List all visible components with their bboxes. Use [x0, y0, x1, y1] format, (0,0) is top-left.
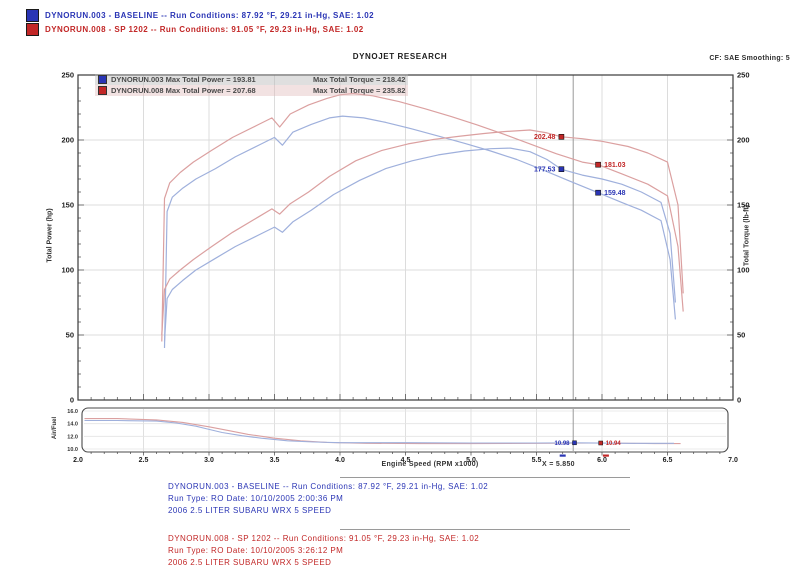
- svg-text:100: 100: [737, 266, 750, 275]
- run2-date: Run Type: RO Date: 10/10/2005 3:26:12 PM: [168, 546, 344, 555]
- left-axis-title: Total Power (hp): [46, 208, 54, 263]
- run2-details: DYNORUN.008 - SP 1202 -- Run Conditions:…: [168, 533, 479, 569]
- max-values-legend: DYNORUN.003 Max Total Power = 193.81 Max…: [95, 74, 409, 96]
- svg-text:150: 150: [737, 201, 750, 210]
- run2-color-swatch: [26, 22, 39, 36]
- run-legend-row-sp1202: DYNORUN.008 - SP 1202 -- Run Conditions:…: [26, 22, 374, 36]
- svg-text:200: 200: [737, 136, 750, 145]
- svg-text:100: 100: [61, 266, 74, 275]
- svg-text:7.0: 7.0: [728, 457, 738, 464]
- chart-title: DYNOJET RESEARCH: [352, 52, 448, 61]
- svg-text:177.53: 177.53: [534, 167, 556, 174]
- airfuel-axis-title: Air/Fuel: [52, 416, 58, 440]
- svg-text:159.48: 159.48: [604, 190, 626, 197]
- svg-text:250: 250: [61, 71, 74, 80]
- svg-text:50: 50: [66, 331, 74, 340]
- svg-text:10.0: 10.0: [67, 447, 78, 453]
- divider-run2: [340, 529, 630, 530]
- svg-text:2.0: 2.0: [73, 457, 83, 464]
- svg-text:4.0: 4.0: [335, 457, 345, 464]
- run1-max-power: DYNORUN.003 Max Total Power = 193.81: [111, 75, 256, 84]
- run1-max-torque: Max Total Torque = 218.42: [313, 75, 406, 84]
- svg-text:0: 0: [70, 396, 74, 405]
- correction-smoothing-label: CF: SAE Smoothing: 5: [709, 55, 790, 62]
- svg-text:2.5: 2.5: [139, 457, 149, 464]
- run1-vehicle: 2006 2.5 LITER SUBARU WRX 5 SPEED: [168, 506, 332, 515]
- svg-text:200: 200: [61, 136, 74, 145]
- divider-run1: [340, 477, 630, 478]
- svg-text:50: 50: [737, 331, 745, 340]
- run2-max-torque: Max Total Torque = 235.82: [313, 86, 406, 95]
- right-axis-title: Total Torque (lb-ft): [743, 204, 751, 267]
- run1-plot-swatch: [98, 75, 107, 84]
- svg-text:250: 250: [737, 71, 750, 80]
- svg-text:202.48: 202.48: [534, 134, 556, 141]
- run2-plot-swatch: [98, 86, 107, 95]
- svg-text:16.0: 16.0: [67, 409, 78, 415]
- svg-text:0: 0: [737, 396, 741, 405]
- svg-text:5.5: 5.5: [532, 457, 542, 464]
- svg-text:12.0: 12.0: [67, 434, 78, 440]
- run1-conditions: DYNORUN.003 - BASELINE -- Run Conditions…: [168, 482, 489, 491]
- svg-text:6.0: 6.0: [597, 457, 607, 464]
- svg-text:10.94: 10.94: [606, 441, 622, 447]
- run-legend: DYNORUN.003 - BASELINE -- Run Conditions…: [26, 8, 374, 36]
- run-legend-row-baseline: DYNORUN.003 - BASELINE -- Run Conditions…: [26, 8, 374, 22]
- svg-text:3.0: 3.0: [204, 457, 214, 464]
- svg-text:4.5: 4.5: [401, 457, 411, 464]
- svg-text:14.0: 14.0: [67, 422, 78, 428]
- run1-legend-label: DYNORUN.003 - BASELINE -- Run Conditions…: [45, 10, 374, 20]
- x-axis-title: Engine Speed (RPM x1000): [381, 461, 479, 468]
- run2-vehicle: 2006 2.5 LITER SUBARU WRX 5 SPEED: [168, 558, 332, 567]
- svg-text:181.03: 181.03: [604, 162, 626, 169]
- run2-legend-label: DYNORUN.008 - SP 1202 -- Run Conditions:…: [45, 24, 364, 34]
- svg-text:150: 150: [61, 201, 74, 210]
- run1-details: DYNORUN.003 - BASELINE -- Run Conditions…: [168, 481, 488, 517]
- svg-text:6.5: 6.5: [663, 457, 673, 464]
- max-values-row-run1[interactable]: DYNORUN.003 Max Total Power = 193.81 Max…: [95, 74, 409, 85]
- svg-text:5.0: 5.0: [466, 457, 476, 464]
- max-values-row-run2[interactable]: DYNORUN.008 Max Total Power = 207.68 Max…: [95, 85, 409, 96]
- svg-text:3.5: 3.5: [270, 457, 280, 464]
- svg-text:10.98: 10.98: [554, 441, 570, 447]
- run1-color-swatch: [26, 8, 39, 22]
- run2-max-power: DYNORUN.008 Max Total Power = 207.68: [111, 86, 256, 95]
- cursor-position-label: X = 5.850: [542, 461, 575, 468]
- run1-date: Run Type: RO Date: 10/10/2005 2:00:36 PM: [168, 494, 344, 503]
- run2-conditions: DYNORUN.008 - SP 1202 -- Run Conditions:…: [168, 534, 480, 543]
